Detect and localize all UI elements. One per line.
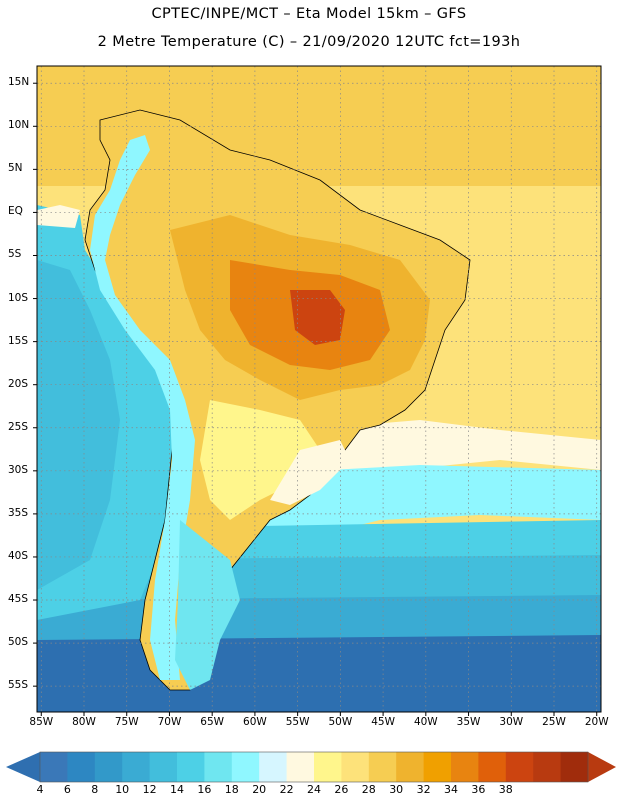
colorbar-cell [231,752,260,782]
colorbar-cell [423,752,452,782]
lat-label: 50S [8,636,29,649]
land-south-mild [270,440,350,505]
lon-label: 35W [456,716,481,728]
lon-label: 50W [328,716,353,728]
ocean-pacific-near [37,205,80,228]
colorbar [6,751,616,783]
colorbar-cell [149,752,178,782]
lat-label: 5N [8,162,23,175]
colorbar-cell [67,752,96,782]
colorbar-tick-label: 6 [63,783,71,796]
colorbar-tick-label: 34 [444,783,458,796]
ocean-pacific-deep [37,260,120,590]
lat-label: 5S [8,248,22,261]
colorbar-outline [39,751,589,783]
lat-label: 10S [8,291,29,304]
lon-label: 60W [243,716,267,728]
colorbar-cell [478,752,507,782]
colorbar-tick-label: 28 [361,783,376,796]
colorbar-cell [341,752,370,782]
land-andes-cold [90,135,195,680]
colorbar-cell [505,752,534,782]
lat-label: 55S [8,679,29,692]
title-line-2: 2 Metre Temperature (C) – 21/09/2020 12U… [97,34,521,50]
axis-ticks [33,82,598,716]
colorbar-low-arrow [6,752,40,782]
colorbar-tick-label: 24 [307,783,321,796]
colorbar-tick-label: 8 [91,783,99,796]
colorbar-cell [533,752,562,782]
lat-label: 40S [8,549,29,562]
land-south-warm [200,400,320,520]
colorbar-tick-label: 16 [197,783,212,796]
colorbar-cell [286,752,315,782]
lon-label: 30W [499,716,524,728]
colorbar-tick-label: 30 [389,783,404,796]
colorbar-cell [368,752,397,782]
lon-label: 20W [584,716,609,728]
lat-label: EQ [8,205,23,218]
lat-label: 10N [8,119,30,132]
colorbar-tick-label: 18 [224,783,239,796]
colorbar-cell [204,752,233,782]
lat-label: 25S [8,420,29,433]
colorbar-tick-label: 38 [498,783,513,796]
lon-label: 65W [200,716,225,728]
land-hottest [290,290,345,345]
lon-label: 25W [542,716,566,728]
ocean-south-4 [37,635,601,712]
colorbar-cell [259,752,288,782]
lat-label: 15N [8,76,30,89]
lon-label: 55W [285,716,310,728]
lat-label: 20S [8,377,29,390]
title-line-1: CPTEC/INPE/MCT – Eta Model 15km – GFS [151,6,467,22]
colorbar-cell [451,752,479,782]
colorbar-tick-label: 32 [416,783,431,796]
land-patagonia [175,520,240,690]
colorbar-tick-label: 14 [170,783,184,796]
colorbar-tick-label: 20 [252,783,267,796]
lon-label: 75W [114,716,139,728]
colorbar-cell [314,752,342,782]
colorbar-cell [560,752,589,782]
colorbar-tick-label: 26 [334,783,349,796]
ocean-atlantic-mid [300,420,601,480]
colorbar-cell [177,752,205,782]
colorbar-high-arrow [588,752,616,782]
lon-label: 45W [371,716,395,728]
colorbar-tick-label: 12 [142,783,157,796]
lat-label: 15S [8,334,29,347]
colorbar-tick-label: 22 [279,783,294,796]
colorbar-tick-label: 4 [36,783,44,796]
colorbar-cell [122,752,151,782]
map-frame [36,65,602,713]
colorbar-cell [40,752,68,782]
lat-label: 30S [8,463,29,476]
lon-label: 40W [413,716,438,728]
colorbar-tick-label: 10 [115,783,130,796]
colorbar-cell [396,752,425,782]
lon-label: 80W [72,716,96,728]
colorbar-cell [94,752,123,782]
colorbar-tick-label: 36 [471,783,486,796]
lat-label: 45S [8,593,29,606]
lon-label: 70W [157,716,182,728]
lat-label: 35S [8,506,29,519]
lon-label: 85W [29,716,54,728]
